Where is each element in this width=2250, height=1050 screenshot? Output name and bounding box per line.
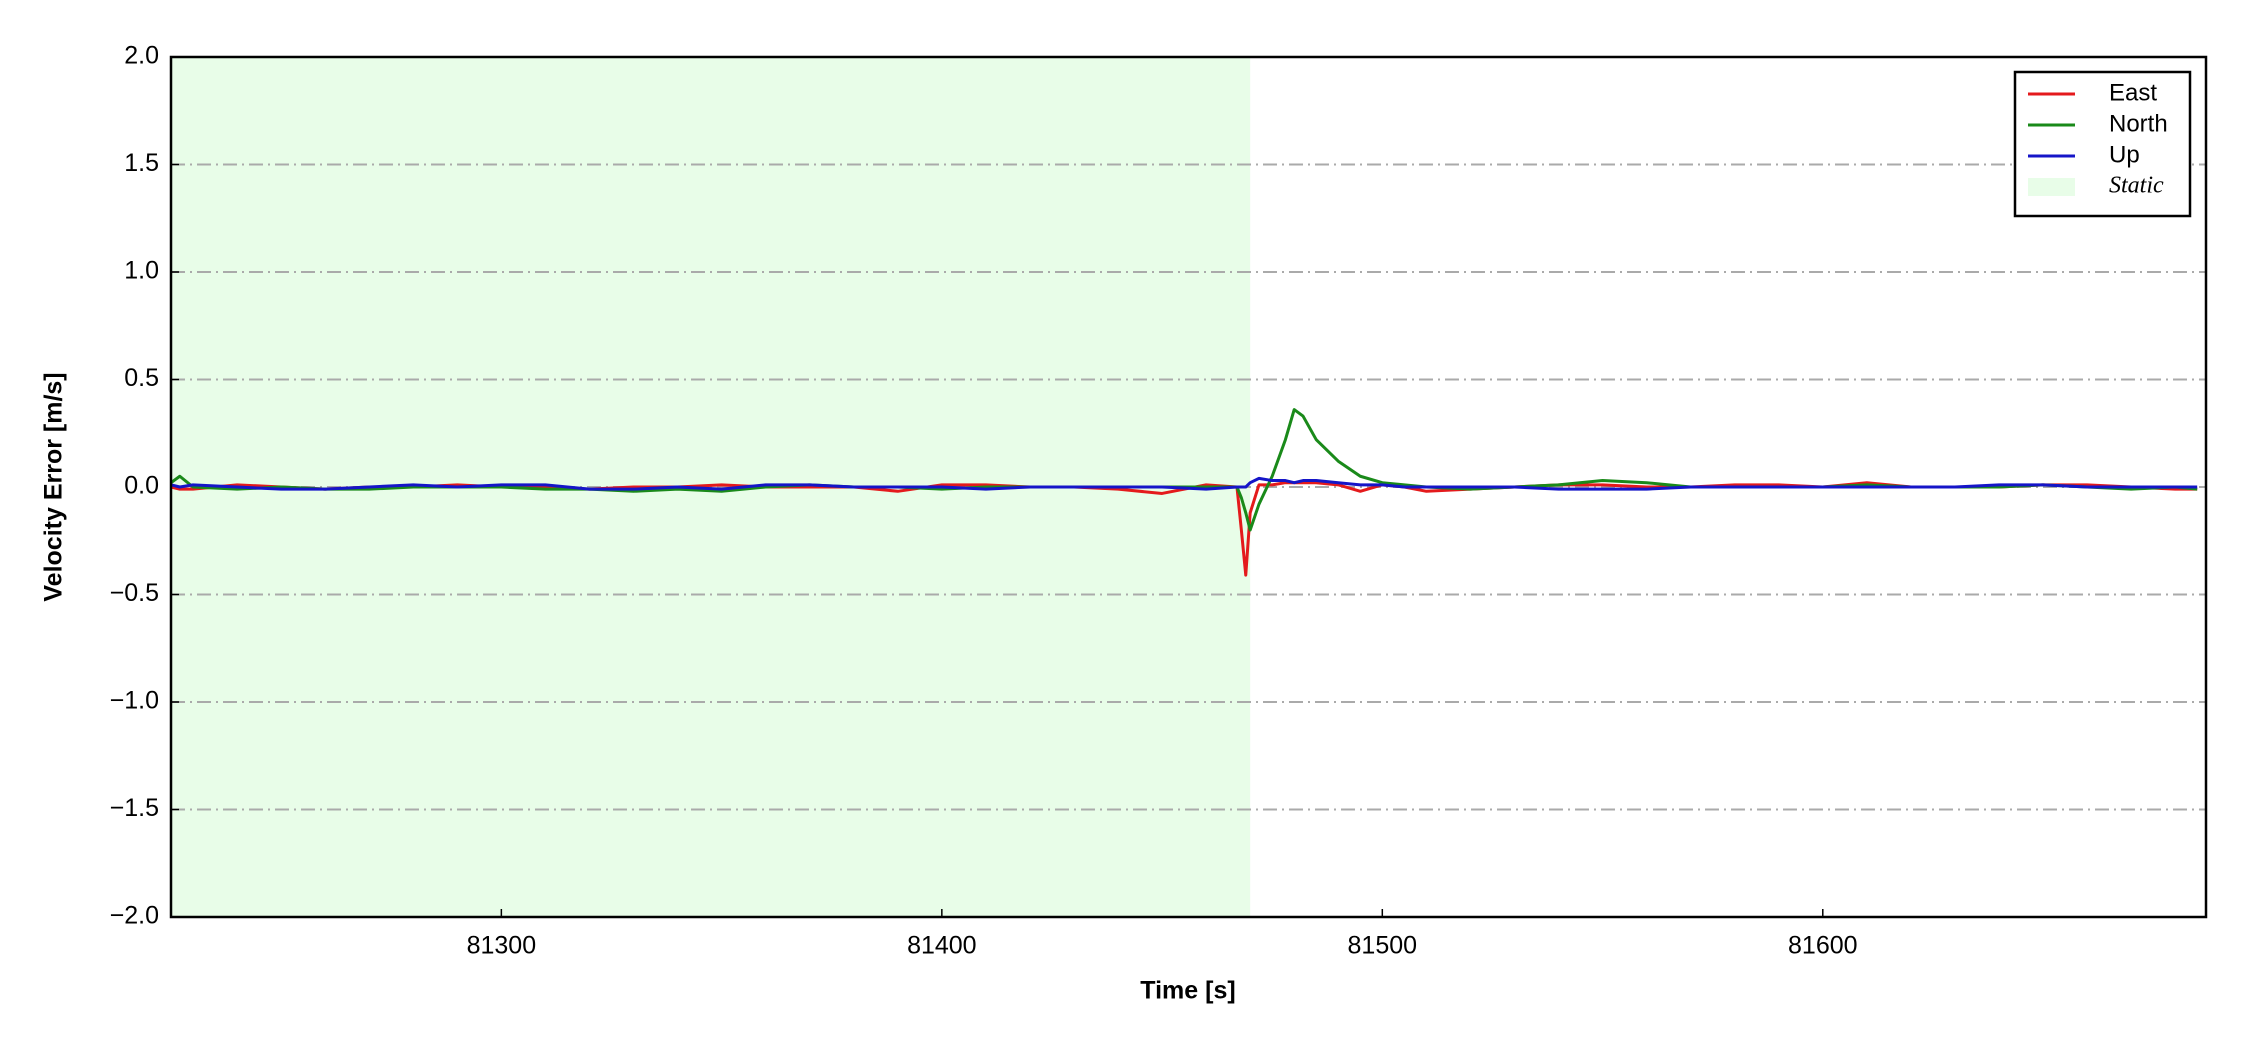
legend-label: Up <box>2109 141 2140 168</box>
y-tick-label: −1.0 <box>110 687 159 715</box>
legend-label: Static <box>2109 173 2164 199</box>
legend: East North Up Static <box>2013 70 2192 218</box>
x-tick-label: 81500 <box>1348 932 1418 960</box>
y-axis-label: Velocity Error [m/s] <box>40 372 68 601</box>
x-tick-label: 81600 <box>1788 932 1858 960</box>
y-tick-label: −0.5 <box>110 579 159 607</box>
y-tick-label: −2.0 <box>110 902 159 930</box>
y-tick-label: 0.5 <box>124 364 159 392</box>
plot-frame <box>169 55 2208 919</box>
y-tick-label: 1.0 <box>124 257 159 285</box>
x-tick-label: 81400 <box>907 932 977 960</box>
legend-label: East <box>2109 79 2157 106</box>
data-line <box>170 476 2198 491</box>
x-axis-label: Time [s] <box>1140 977 1235 1005</box>
y-tick-label: −1.5 <box>110 794 159 822</box>
y-tick-label: 2.0 <box>124 42 159 70</box>
x-tick-label: 81300 <box>467 932 537 960</box>
legend-label: North <box>2109 110 2168 137</box>
legend-swatch <box>2028 178 2075 196</box>
y-tick-label: 0.0 <box>124 472 159 500</box>
y-tick-label: 1.5 <box>124 149 159 177</box>
